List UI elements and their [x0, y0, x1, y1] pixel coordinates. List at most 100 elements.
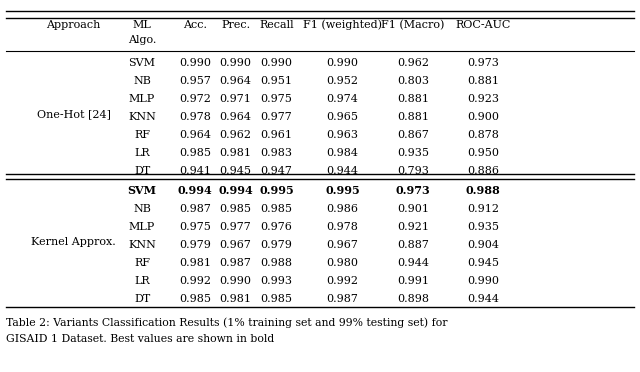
Text: 0.991: 0.991	[397, 276, 429, 286]
Text: 0.988: 0.988	[466, 185, 500, 196]
Text: 0.971: 0.971	[220, 94, 252, 104]
Text: 0.990: 0.990	[220, 276, 252, 286]
Text: 0.972: 0.972	[179, 94, 211, 104]
Text: KNN: KNN	[128, 240, 156, 250]
Text: 0.981: 0.981	[220, 148, 252, 158]
Text: 0.963: 0.963	[326, 130, 358, 140]
Text: ML: ML	[132, 20, 152, 30]
Text: 0.962: 0.962	[397, 58, 429, 68]
Text: 0.867: 0.867	[397, 130, 429, 140]
Text: ROC-AUC: ROC-AUC	[456, 20, 511, 30]
Text: 0.993: 0.993	[260, 276, 292, 286]
Text: 0.985: 0.985	[220, 204, 252, 214]
Text: Kernel Approx.: Kernel Approx.	[31, 237, 116, 247]
Text: MLP: MLP	[129, 94, 156, 104]
Text: 0.990: 0.990	[220, 58, 252, 68]
Text: Table 2: Variants Classification Results (1% training set and 99% testing set) f: Table 2: Variants Classification Results…	[6, 317, 448, 328]
Text: 0.935: 0.935	[467, 222, 499, 232]
Text: 0.901: 0.901	[397, 204, 429, 214]
Text: 0.964: 0.964	[220, 76, 252, 86]
Text: 0.985: 0.985	[260, 294, 292, 304]
Text: F1 (weighted): F1 (weighted)	[303, 20, 382, 30]
Text: 0.984: 0.984	[326, 148, 358, 158]
Text: 0.994: 0.994	[178, 185, 212, 196]
Text: Acc.: Acc.	[183, 20, 207, 30]
Text: 0.980: 0.980	[326, 258, 358, 268]
Text: 0.990: 0.990	[467, 276, 499, 286]
Text: 0.987: 0.987	[220, 258, 252, 268]
Text: NB: NB	[133, 76, 151, 86]
Text: DT: DT	[134, 294, 150, 304]
Text: 0.990: 0.990	[260, 58, 292, 68]
Text: 0.962: 0.962	[220, 130, 252, 140]
Text: 0.985: 0.985	[179, 294, 211, 304]
Text: RF: RF	[134, 130, 150, 140]
Text: 0.803: 0.803	[397, 76, 429, 86]
Text: 0.973: 0.973	[396, 185, 430, 196]
Text: 0.978: 0.978	[179, 112, 211, 122]
Text: 0.904: 0.904	[467, 240, 499, 250]
Text: 0.964: 0.964	[179, 130, 211, 140]
Text: 0.975: 0.975	[179, 222, 211, 232]
Text: 0.985: 0.985	[260, 204, 292, 214]
Text: 0.964: 0.964	[220, 112, 252, 122]
Text: 0.985: 0.985	[179, 148, 211, 158]
Text: 0.965: 0.965	[326, 112, 358, 122]
Text: 0.944: 0.944	[397, 258, 429, 268]
Text: 0.957: 0.957	[179, 76, 211, 86]
Text: 0.950: 0.950	[467, 148, 499, 158]
Text: 0.992: 0.992	[179, 276, 211, 286]
Text: 0.981: 0.981	[179, 258, 211, 268]
Text: GISAID 1 Dataset. Best values are shown in bold: GISAID 1 Dataset. Best values are shown …	[6, 334, 275, 343]
Text: 0.923: 0.923	[467, 94, 499, 104]
Text: NB: NB	[133, 204, 151, 214]
Text: LR: LR	[134, 148, 150, 158]
Text: 0.947: 0.947	[260, 166, 292, 176]
Text: 0.878: 0.878	[467, 130, 499, 140]
Text: 0.992: 0.992	[326, 276, 358, 286]
Text: 0.886: 0.886	[467, 166, 499, 176]
Text: DT: DT	[134, 166, 150, 176]
Text: Prec.: Prec.	[221, 20, 250, 30]
Text: 0.979: 0.979	[179, 240, 211, 250]
Text: SVM: SVM	[129, 58, 156, 68]
Text: 0.987: 0.987	[179, 204, 211, 214]
Text: 0.983: 0.983	[260, 148, 292, 158]
Text: 0.967: 0.967	[220, 240, 252, 250]
Text: 0.961: 0.961	[260, 130, 292, 140]
Text: MLP: MLP	[129, 222, 156, 232]
Text: 0.988: 0.988	[260, 258, 292, 268]
Text: 0.921: 0.921	[397, 222, 429, 232]
Text: 0.967: 0.967	[326, 240, 358, 250]
Text: F1 (Macro): F1 (Macro)	[381, 20, 445, 30]
Text: 0.975: 0.975	[260, 94, 292, 104]
Text: 0.978: 0.978	[326, 222, 358, 232]
Text: 0.793: 0.793	[397, 166, 429, 176]
Text: 0.941: 0.941	[179, 166, 211, 176]
Text: KNN: KNN	[128, 112, 156, 122]
Text: RF: RF	[134, 258, 150, 268]
Text: SVM: SVM	[127, 185, 157, 196]
Text: 0.887: 0.887	[397, 240, 429, 250]
Text: One-Hot [24]: One-Hot [24]	[36, 109, 111, 119]
Text: Approach: Approach	[47, 20, 100, 30]
Text: 0.990: 0.990	[179, 58, 211, 68]
Text: 0.979: 0.979	[260, 240, 292, 250]
Text: 0.977: 0.977	[260, 112, 292, 122]
Text: 0.995: 0.995	[325, 185, 360, 196]
Text: 0.990: 0.990	[326, 58, 358, 68]
Text: 0.944: 0.944	[467, 294, 499, 304]
Text: 0.935: 0.935	[397, 148, 429, 158]
Text: 0.987: 0.987	[326, 294, 358, 304]
Text: 0.974: 0.974	[326, 94, 358, 104]
Text: 0.976: 0.976	[260, 222, 292, 232]
Text: 0.951: 0.951	[260, 76, 292, 86]
Text: 0.977: 0.977	[220, 222, 252, 232]
Text: 0.986: 0.986	[326, 204, 358, 214]
Text: 0.981: 0.981	[220, 294, 252, 304]
Text: 0.995: 0.995	[259, 185, 294, 196]
Text: 0.952: 0.952	[326, 76, 358, 86]
Text: 0.912: 0.912	[467, 204, 499, 214]
Text: 0.973: 0.973	[467, 58, 499, 68]
Text: LR: LR	[134, 276, 150, 286]
